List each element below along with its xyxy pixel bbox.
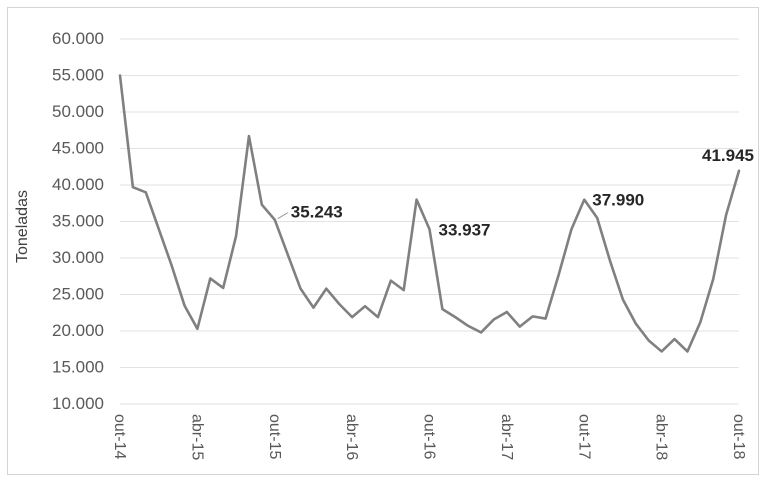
svg-text:out-14: out-14 bbox=[111, 414, 128, 459]
svg-text:abr-16: abr-16 bbox=[343, 414, 360, 460]
svg-text:Toneladas: Toneladas bbox=[14, 190, 31, 263]
svg-text:55.000: 55.000 bbox=[52, 66, 104, 85]
svg-text:15.000: 15.000 bbox=[52, 358, 104, 377]
svg-text:45.000: 45.000 bbox=[52, 139, 104, 158]
svg-text:35.243: 35.243 bbox=[291, 203, 343, 222]
svg-text:25.000: 25.000 bbox=[52, 285, 104, 304]
svg-text:35.000: 35.000 bbox=[52, 212, 104, 231]
svg-text:out-17: out-17 bbox=[575, 414, 592, 459]
svg-text:60.000: 60.000 bbox=[52, 29, 104, 48]
svg-text:out-15: out-15 bbox=[266, 414, 283, 459]
svg-text:out-16: out-16 bbox=[421, 414, 438, 459]
svg-text:30.000: 30.000 bbox=[52, 248, 104, 267]
svg-text:41.945: 41.945 bbox=[702, 146, 754, 165]
svg-text:abr-17: abr-17 bbox=[498, 414, 515, 460]
svg-text:20.000: 20.000 bbox=[52, 321, 104, 340]
svg-text:abr-18: abr-18 bbox=[653, 414, 670, 460]
svg-text:37.990: 37.990 bbox=[592, 191, 644, 210]
svg-text:10.000: 10.000 bbox=[52, 394, 104, 413]
svg-text:33.937: 33.937 bbox=[439, 220, 491, 239]
svg-text:out-18: out-18 bbox=[730, 414, 747, 459]
svg-text:abr-15: abr-15 bbox=[188, 414, 205, 460]
svg-text:40.000: 40.000 bbox=[52, 175, 104, 194]
svg-text:50.000: 50.000 bbox=[52, 102, 104, 121]
